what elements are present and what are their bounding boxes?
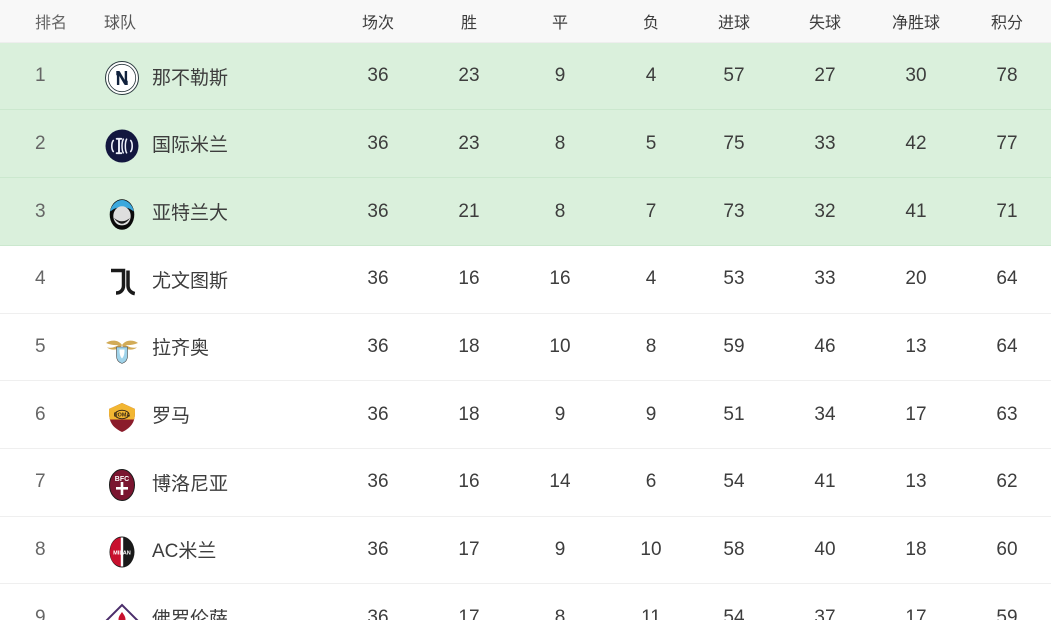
svg-text:BFC: BFC [115,476,129,483]
svg-text:ROMA: ROMA [114,412,131,418]
svg-text:MILAN: MILAN [113,550,131,556]
